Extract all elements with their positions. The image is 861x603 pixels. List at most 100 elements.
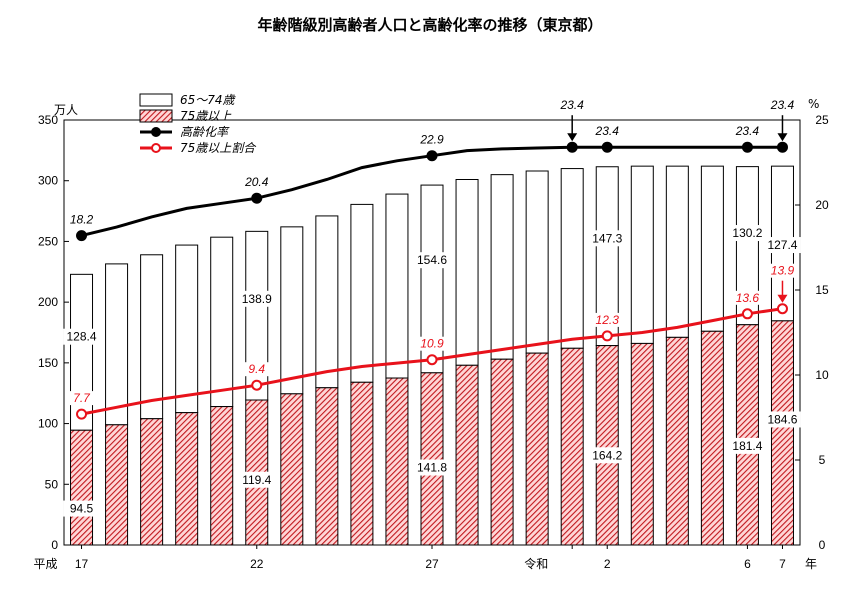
- bar-75-plus: [175, 412, 199, 546]
- over75-ratio-point: [426, 354, 438, 366]
- line-label-bg: [66, 391, 97, 406]
- x-tick-label: 22: [250, 557, 264, 571]
- legend-label: 75歳以上割合: [180, 141, 257, 155]
- bar-75-plus: [665, 336, 689, 546]
- bar-value-label: 181.4: [732, 439, 762, 453]
- bar-label-bg: [238, 471, 275, 488]
- over75-ratio-label: 10.9: [420, 337, 444, 351]
- bar-75-plus: [595, 345, 619, 546]
- aging-rate-point: [601, 141, 613, 153]
- legend-label: 75歳以上: [180, 109, 232, 123]
- right-tick-label: 15: [815, 283, 829, 297]
- bar-value-label: 130.2: [732, 226, 762, 240]
- left-tick-label: 0: [51, 538, 58, 552]
- chart-title: 年齢階級別高齢者人口と高齢化率の推移（東京都）: [257, 16, 602, 34]
- bar-75-plus: [525, 352, 549, 546]
- line-label-bg: [241, 362, 272, 377]
- x-tick-label: 17: [75, 557, 89, 571]
- bar-75-plus: [70, 429, 94, 546]
- over75-ratio-point: [76, 408, 88, 420]
- aging-rate-label: 23.4: [770, 98, 795, 112]
- left-tick-label: 150: [38, 356, 58, 370]
- arrow-head: [777, 294, 788, 303]
- line-label-bg: [417, 336, 447, 351]
- aging-rate-point: [776, 141, 788, 153]
- bar-label-bg: [764, 237, 801, 254]
- bar-value-label: 127.4: [767, 238, 797, 252]
- bar-value-label: 154.6: [417, 253, 447, 267]
- line-label-bg: [417, 132, 447, 147]
- over75-ratio-label: 7.7: [73, 391, 91, 405]
- x-tick-label: 2: [604, 557, 611, 571]
- right-tick-label: 20: [815, 198, 829, 212]
- left-tick-label: 300: [38, 174, 58, 188]
- bar-65-74: [665, 165, 689, 338]
- over75-ratio-point: [251, 379, 263, 391]
- right-axis-unit: %: [808, 97, 819, 111]
- bar-value-label: 164.2: [592, 448, 622, 462]
- aging-rate-label: 23.4: [595, 124, 620, 138]
- left-tick-label: 200: [38, 295, 58, 309]
- bar-75-plus: [455, 364, 479, 546]
- aging-rate-label: 20.4: [244, 175, 269, 189]
- bar-65-74: [700, 165, 724, 332]
- bar-label-bg: [63, 328, 100, 345]
- bar-65-74: [280, 226, 304, 395]
- bar-75-plus: [420, 372, 444, 546]
- aging-rate-label: 23.4: [560, 98, 585, 112]
- line-label-bg: [557, 98, 588, 113]
- arrow-head: [567, 133, 578, 142]
- left-tick-label: 250: [38, 234, 58, 248]
- x-axis-unit: 年: [805, 557, 817, 571]
- bar-75-plus: [385, 377, 409, 546]
- bar-value-label: 184.6: [767, 412, 797, 426]
- bar-75-plus: [140, 418, 164, 546]
- bar-value-label: 119.4: [242, 473, 271, 487]
- bar-75-plus: [770, 320, 794, 546]
- over75-ratio-point: [741, 308, 753, 320]
- x-tick-label: 7: [779, 557, 786, 571]
- over75-ratio-point: [776, 303, 788, 315]
- bar-75-plus: [700, 330, 724, 546]
- bar-65-74: [525, 170, 549, 354]
- over75-ratio-label: 13.6: [736, 291, 760, 305]
- bar-value-label: 94.5: [70, 502, 94, 516]
- right-tick-label: 25: [815, 113, 829, 127]
- bar-label-bg: [589, 447, 626, 464]
- aging-rate-point: [251, 192, 263, 204]
- bar-75-plus: [280, 393, 304, 546]
- bar-value-label: 128.4: [67, 330, 97, 344]
- over75-ratio-label: 9.4: [248, 362, 265, 376]
- legend-label: 高齢化率: [180, 125, 230, 139]
- over75-ratio-label: 13.9: [771, 264, 795, 278]
- aging-rate-point: [566, 141, 578, 153]
- aging-rate-point: [741, 141, 753, 153]
- aging-rate-label: 22.9: [419, 133, 444, 147]
- bar-65-74: [175, 244, 199, 414]
- bar-65-74: [315, 215, 339, 389]
- legend-marker: [151, 127, 161, 137]
- bar-75-plus: [630, 342, 654, 546]
- left-axis-unit: 万人: [54, 103, 78, 117]
- legend-label: 65～74歳: [180, 93, 237, 107]
- line-label-bg: [592, 124, 623, 139]
- bar-65-74: [385, 193, 409, 379]
- line-label-bg: [592, 312, 623, 327]
- legend-marker: [151, 143, 161, 153]
- line-label-bg: [241, 175, 272, 190]
- right-tick-label: 10: [815, 368, 829, 382]
- bar-65-74: [560, 168, 584, 349]
- aging-rate-point: [426, 150, 438, 162]
- line-label-bg: [767, 263, 798, 278]
- bar-75-plus: [560, 347, 584, 546]
- arrow-head: [777, 133, 788, 142]
- bar-value-label: 141.8: [417, 461, 447, 475]
- x-tick-label: 6: [744, 557, 751, 571]
- x-tick-label: 27: [425, 557, 439, 571]
- bar-65-74: [630, 165, 654, 344]
- legend-swatch-65-74: [139, 93, 173, 107]
- bar-label-bg: [238, 290, 275, 307]
- bar-label-bg: [729, 437, 766, 454]
